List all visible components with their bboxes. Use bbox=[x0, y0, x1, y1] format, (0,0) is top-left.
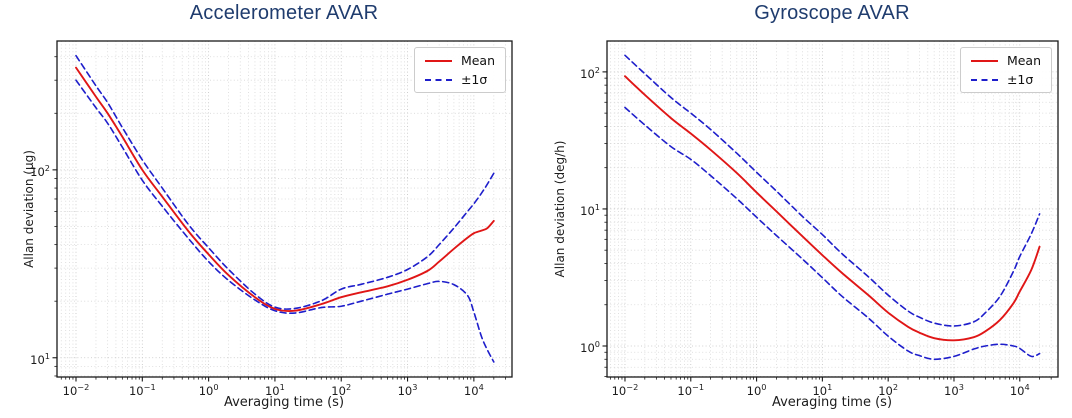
accelerometer-y-axis-label: Allan deviation (μg) bbox=[22, 150, 36, 268]
legend-sigma-label: ±1σ bbox=[1006, 71, 1034, 87]
svg-text:10−1: 10−1 bbox=[129, 382, 156, 398]
svg-text:101: 101 bbox=[580, 202, 600, 218]
svg-text:102: 102 bbox=[878, 382, 898, 398]
legend-item-sigma: ±1σ bbox=[424, 71, 495, 87]
svg-text:10−2: 10−2 bbox=[63, 382, 90, 398]
mean-line-swatch bbox=[970, 60, 998, 63]
svg-text:100: 100 bbox=[580, 339, 600, 355]
gyroscope-legend: Mean ±1σ bbox=[959, 47, 1052, 93]
gyroscope-x-axis-label: Averaging time (s) bbox=[771, 395, 893, 410]
gyroscope-plot: 10−2 10−1 100 101 102 103 104 100 101 102 Gyrosco… bbox=[536, 0, 1072, 418]
mean-line-swatch bbox=[424, 60, 452, 63]
svg-text:101: 101 bbox=[812, 382, 832, 398]
svg-text:103: 103 bbox=[944, 382, 964, 398]
sigma-line-swatch bbox=[970, 78, 998, 81]
svg-text:102: 102 bbox=[30, 163, 50, 179]
svg-text:100: 100 bbox=[747, 382, 767, 398]
svg-text:101: 101 bbox=[265, 382, 285, 398]
legend-sigma-label: ±1σ bbox=[460, 71, 488, 87]
svg-text:104: 104 bbox=[1010, 382, 1030, 398]
legend-mean-label: Mean bbox=[460, 53, 495, 68]
accelerometer-legend: Mean ±1σ bbox=[413, 47, 506, 93]
svg-text:101: 101 bbox=[30, 351, 50, 367]
gyroscope-chart-canvas: 10−2 10−1 100 101 102 103 104 100 101 102 bbox=[580, 40, 1059, 398]
accelerometer-chart-canvas: 10−2 10−1 100 101 102 103 104 101 102 bbox=[30, 40, 513, 398]
accelerometer-plot: 10−2 10−1 100 101 102 103 104 101 102 Accelerome… bbox=[22, 2, 513, 410]
svg-text:104: 104 bbox=[464, 382, 484, 398]
legend-mean-label: Mean bbox=[1006, 53, 1041, 68]
accelerometer-plot-title: Accelerometer AVAR bbox=[189, 2, 379, 24]
legend-item-mean: Mean bbox=[424, 53, 495, 68]
gyroscope-plot-title: Gyroscope AVAR bbox=[754, 2, 910, 24]
legend-item-sigma: ±1σ bbox=[970, 71, 1041, 87]
svg-text:102: 102 bbox=[580, 65, 600, 81]
svg-text:100: 100 bbox=[199, 382, 219, 398]
svg-text:10−2: 10−2 bbox=[612, 382, 639, 398]
svg-text:103: 103 bbox=[398, 382, 418, 398]
svg-text:102: 102 bbox=[331, 382, 351, 398]
gyroscope-y-axis-label: Allan deviation (deg/h) bbox=[553, 140, 567, 278]
sigma-line-swatch bbox=[424, 78, 452, 81]
accelerometer-x-axis-label: Averaging time (s) bbox=[223, 395, 345, 410]
svg-text:10−1: 10−1 bbox=[677, 382, 704, 398]
legend-item-mean: Mean bbox=[970, 53, 1041, 68]
